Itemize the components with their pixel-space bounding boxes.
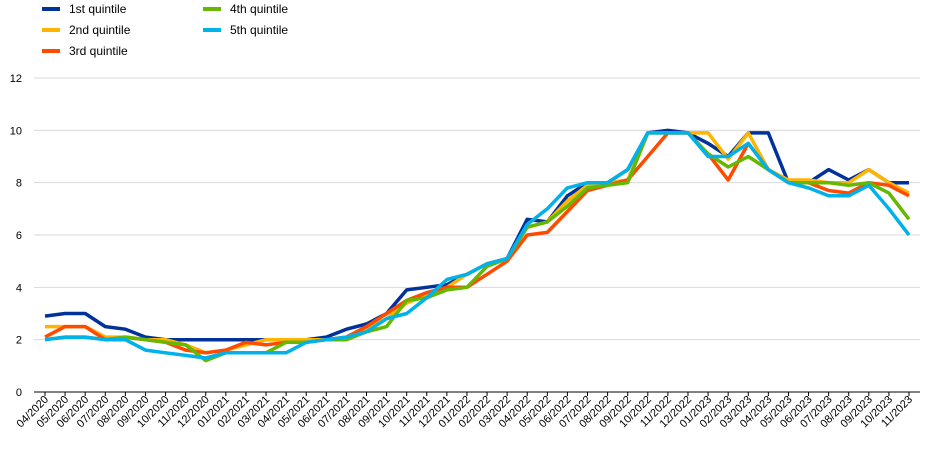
y-tick-label: 0: [16, 387, 22, 399]
legend-swatch: [42, 7, 60, 11]
legend-item-4th-quintile: 4th quintile: [203, 0, 288, 18]
y-tick-label: 8: [16, 178, 22, 190]
legend-label: 5th quintile: [230, 23, 289, 37]
y-tick-label: 12: [10, 73, 22, 85]
legend-swatch: [42, 28, 60, 32]
legend-label: 1st quintile: [69, 2, 127, 16]
legend-swatch: [203, 7, 221, 11]
legend-label: 4th quintile: [230, 2, 289, 16]
gridlines: [34, 77, 920, 393]
legend-item-3rd-quintile: 3rd quintile: [42, 42, 128, 60]
legend-item-5th-quintile: 5th quintile: [203, 21, 288, 39]
y-axis: 0 2 4 6 8 10 12: [10, 73, 22, 399]
y-tick-label: 2: [16, 335, 22, 347]
legend-label: 2nd quintile: [69, 23, 131, 37]
y-tick-label: 10: [10, 125, 22, 137]
legend: 1st quintile 2nd quintile 3rd quintile 4…: [0, 0, 945, 70]
legend-label: 3rd quintile: [69, 44, 128, 58]
series-line-5th-quintile: [44, 131, 911, 360]
y-tick-label: 6: [16, 230, 22, 242]
series-line-4th-quintile: [44, 131, 911, 363]
legend-swatch: [42, 49, 60, 53]
series-line-3rd-quintile: [44, 131, 910, 355]
legend-item-2nd-quintile: 2nd quintile: [42, 21, 130, 39]
x-axis: 04/202005/202006/202007/202008/202009/20…: [15, 391, 920, 430]
y-tick-label: 4: [16, 282, 22, 294]
legend-swatch: [203, 28, 221, 32]
series-line-2nd-quintile: [45, 131, 910, 355]
legend-item-1st-quintile: 1st quintile: [42, 0, 126, 18]
series-lines: [44, 128, 911, 363]
